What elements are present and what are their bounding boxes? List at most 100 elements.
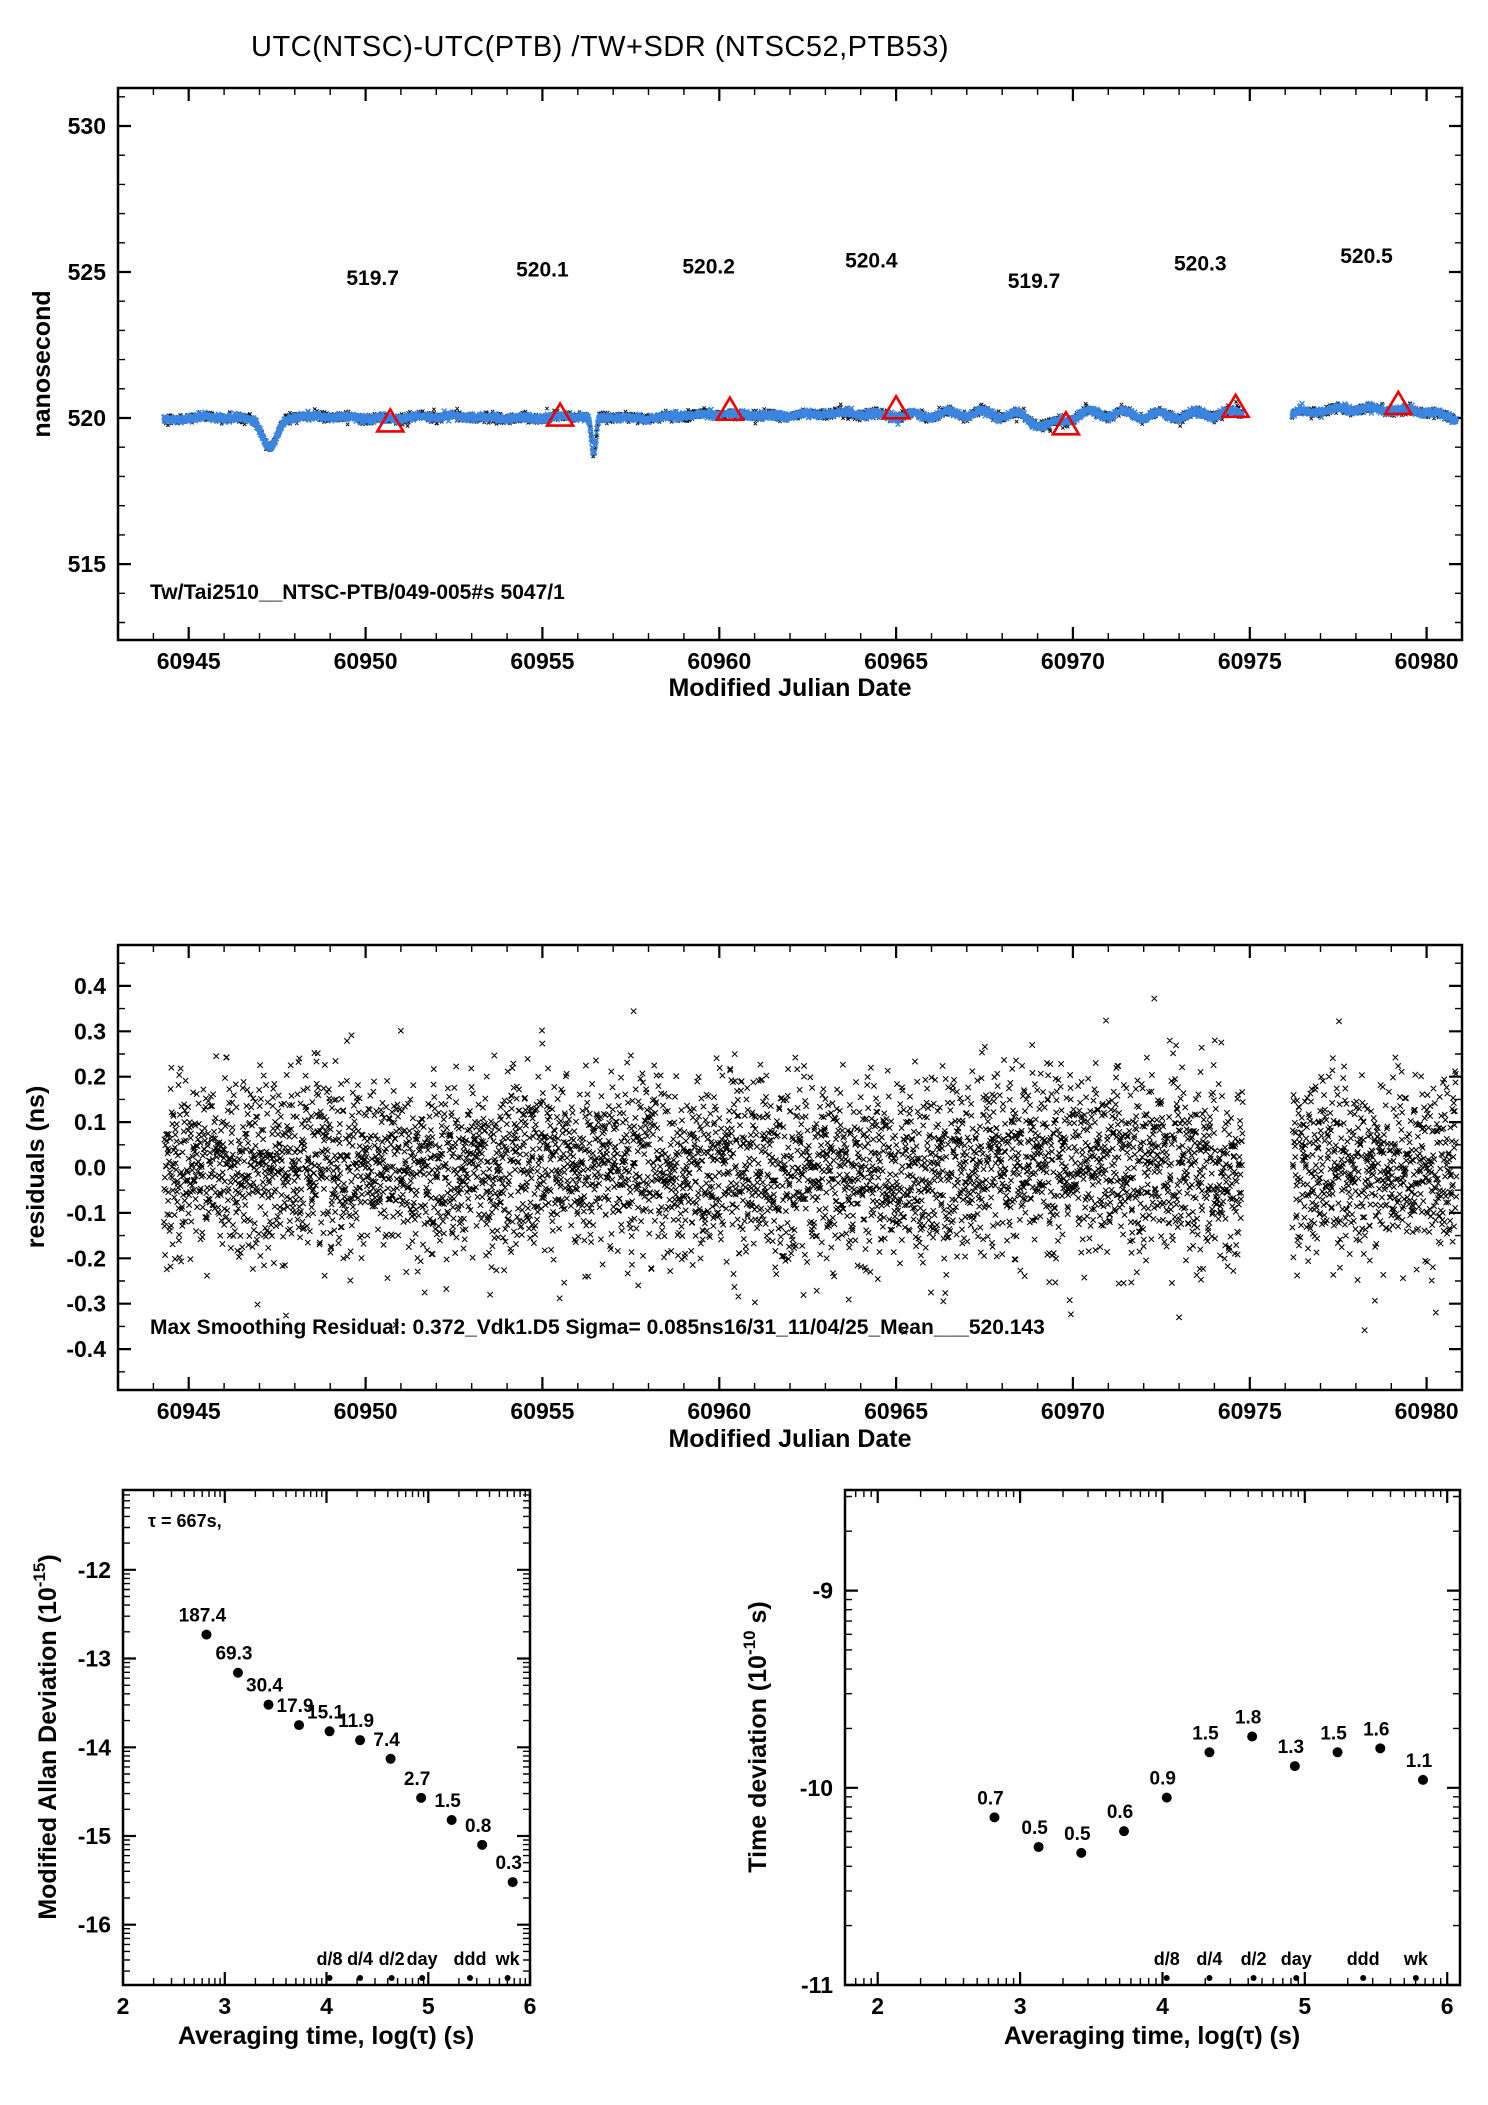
phase-xlabel: Modified Julian Date	[668, 674, 911, 702]
residuals-ytick-label: 0.4	[74, 973, 106, 999]
mdev-value-label: 0.8	[465, 1816, 491, 1837]
residuals-major-ticks	[118, 945, 1462, 1390]
tw-value-label: 520.5	[1340, 245, 1393, 268]
tdev-ytick-label: -9	[813, 1578, 833, 1604]
tw-value-label: 519.7	[1008, 270, 1061, 293]
phase-ytick-label: 530	[68, 113, 106, 139]
phase-major-ticks	[118, 88, 1462, 640]
tdev-frame	[843, 1488, 1462, 1987]
mdev-major-ticks	[121, 1490, 532, 1985]
tw-value-label: 520.2	[682, 255, 735, 278]
tw-value-label: 519.7	[346, 267, 399, 290]
mdev-ytick-label: -13	[78, 1646, 111, 1672]
tdev-xtick-label: 6	[1441, 1993, 1454, 2019]
mdev-xtick-label: 2	[117, 1993, 130, 2019]
residuals-ytick-label: -0.2	[66, 1245, 106, 1271]
tdev-major-ticks	[845, 1490, 1460, 1987]
residuals-xtick-label: 60955	[510, 1398, 574, 1424]
residuals-xlabel: Modified Julian Date	[668, 1425, 911, 1453]
mdev-value-label: 0.3	[495, 1853, 521, 1874]
tw-value-label: 520.1	[516, 258, 569, 281]
mdev-special-tick-dot	[326, 1975, 333, 1981]
mdev-value-label: 17.9	[277, 1696, 314, 1717]
mdev-xtick-label: 4	[320, 1993, 333, 2019]
residuals-xtick-label: 60970	[1041, 1398, 1105, 1424]
mdev-value-label: 7.4	[373, 1730, 400, 1751]
phase-frame	[116, 86, 1464, 642]
tdev-value-label: 1.1	[1406, 1751, 1433, 1772]
tw-triangle-marker	[544, 401, 576, 427]
phase-ytick-label: 520	[68, 405, 106, 431]
tw-value-label: 520.3	[1174, 253, 1227, 276]
tdev-xlabel: Averaging time, log(τ) (s)	[1004, 2022, 1300, 2050]
phase-xtick-label: 60950	[334, 648, 398, 674]
mdev-frame	[121, 1488, 532, 1987]
mdev-data-point	[385, 1753, 396, 1764]
tw-triangle-marker	[1050, 409, 1082, 436]
phase-xtick-label: 60970	[1041, 648, 1105, 674]
phase-trace-blue-markers	[161, 400, 1460, 457]
mdev-value-label: 15.1	[307, 1702, 344, 1723]
tdev-panel: 2 3 4 5 6 -9 -10 -11 d/8 d/4 d/2 day ddd wk 0.7 0.5 0.5 0…	[800, 1488, 1462, 2019]
mdev-special-tick-dot	[357, 1975, 364, 1981]
mdev-special-tick-label: d/4	[347, 1949, 373, 1969]
mdev-value-label: 69.3	[215, 1644, 252, 1665]
tdev-data-point	[1417, 1774, 1428, 1785]
phase-xtick-label: 60975	[1218, 648, 1282, 674]
mdev-data-point	[294, 1720, 305, 1731]
phase-xtick-label: 60965	[864, 648, 928, 674]
tdev-data-point	[1033, 1841, 1044, 1852]
tdev-value-label: 0.9	[1150, 1769, 1176, 1790]
tdev-xtick-label: 4	[1156, 1993, 1169, 2019]
tdev-data-point	[1332, 1747, 1343, 1758]
phase-minor-ticks	[117, 88, 1463, 640]
residuals-panel: 60945 60950 60955 60960 60965 60970 60975 60980…	[66, 943, 1464, 1424]
mdev-value-label: 1.5	[434, 1791, 461, 1812]
phase-ytick-label: 515	[68, 551, 107, 577]
mdev-special-tick-label: day	[407, 1949, 438, 1969]
tdev-data-point	[1076, 1847, 1087, 1858]
tdev-special-tick-dot	[1250, 1975, 1257, 1981]
mdev-value-label: 30.4	[246, 1676, 283, 1697]
mdev-special-tick-dot	[466, 1975, 473, 1981]
tdev-special-tick-label: ddd	[1347, 1949, 1380, 1969]
tdev-special-tick-dot	[1163, 1975, 1170, 1981]
mdev-minor-ticks	[123, 1490, 530, 1985]
mdev-data-point	[324, 1726, 335, 1737]
chart-title: UTC(NTSC)-UTC(PTB) /TW+SDR (NTSC52,PTB53…	[251, 31, 949, 63]
tdev-special-tick-label: d/8	[1154, 1949, 1180, 1969]
tdev-data-point	[1119, 1826, 1130, 1837]
mdev-data-point	[201, 1629, 212, 1640]
mdev-data-point	[416, 1792, 427, 1803]
mdev-special-tick-label: wk	[495, 1949, 521, 1969]
tw-triangle-marker	[1383, 389, 1414, 416]
tw-triangle-marker	[375, 406, 406, 433]
tdev-ylabel: Time deviation (10-10 s)	[740, 1601, 772, 1872]
residuals-xtick-label: 60950	[334, 1398, 398, 1424]
residuals-ytick-label: 0.1	[74, 1109, 106, 1135]
tdev-special-tick-dot	[1293, 1975, 1300, 1981]
tdev-value-label: 1.5	[1192, 1723, 1219, 1744]
phase-xtick-label: 60955	[510, 648, 574, 674]
tdev-data-point	[1247, 1731, 1258, 1742]
tdev-data-point	[1375, 1743, 1386, 1754]
tdev-xtick-label: 2	[871, 1993, 884, 2019]
mdev-value-label: 11.9	[338, 1711, 374, 1732]
phase-ytick-label: 525	[68, 259, 107, 285]
tdev-xtick-label: 5	[1298, 1993, 1311, 2019]
mdev-ytick-label: -12	[78, 1557, 111, 1583]
phase-panel: 60945 60950 60955 60960 60965 60970 60975 60980…	[68, 86, 1464, 674]
residuals-ytick-label: -0.3	[66, 1291, 106, 1317]
residuals-xtick-label: 60980	[1395, 1398, 1459, 1424]
residuals-annotation: Max Smoothing Residual: 0.372_Vdk1.D5 Si…	[150, 1316, 1045, 1339]
residuals-scatter-markers	[160, 995, 1460, 1335]
tdev-special-tick-dot	[1412, 1975, 1419, 1981]
residuals-minor-ticks	[117, 945, 1463, 1390]
tdev-data-point	[1289, 1761, 1300, 1772]
mdev-xlabel: Averaging time, log(τ) (s)	[178, 2022, 474, 2050]
tdev-data-point	[989, 1812, 1000, 1823]
tdev-value-label: 0.5	[1021, 1818, 1048, 1839]
tdev-value-label: 1.3	[1278, 1737, 1304, 1758]
phase-annotation: Tw/Tai2510__NTSC-PTB/049-005#s 5047/1	[150, 581, 565, 604]
